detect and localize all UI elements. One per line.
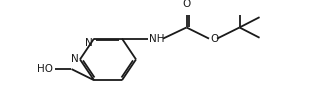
Text: O: O bbox=[210, 34, 218, 44]
Text: N: N bbox=[71, 54, 79, 64]
Text: O: O bbox=[182, 0, 191, 9]
Text: N: N bbox=[85, 38, 93, 48]
Text: HO: HO bbox=[37, 64, 53, 74]
Text: NH: NH bbox=[149, 34, 165, 44]
